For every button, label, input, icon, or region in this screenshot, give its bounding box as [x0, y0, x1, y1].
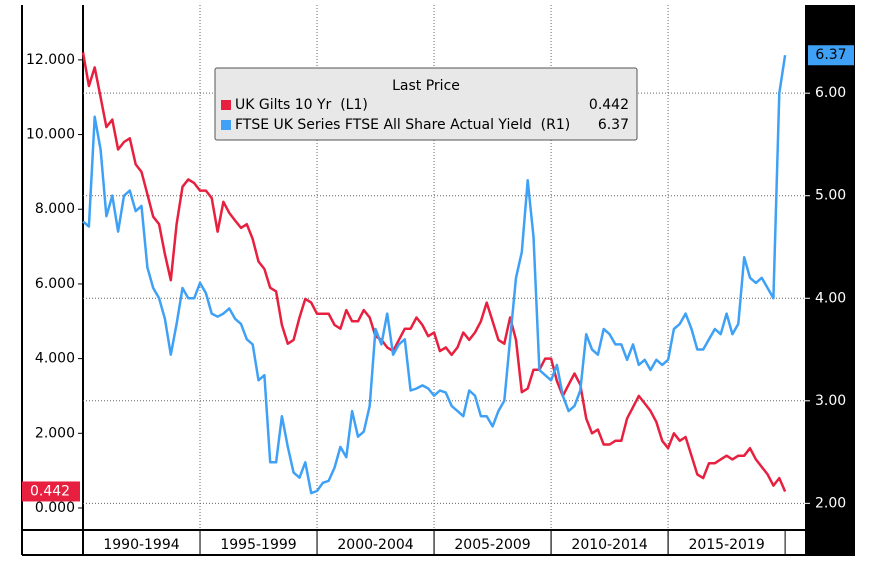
- y2-tick-label: 2.00: [815, 495, 846, 511]
- last-value-badge: [22, 481, 80, 502]
- y-tick-label: 8.000: [35, 201, 75, 217]
- legend-value: 6.37: [598, 117, 629, 133]
- x-period-label: 1990-1994: [103, 537, 179, 553]
- legend-swatch: [221, 120, 231, 130]
- legend-box: [214, 67, 638, 141]
- x-period-label: 2005-2009: [454, 537, 530, 553]
- y2-tick-label: 3.00: [815, 393, 846, 409]
- y-tick-label: 4.000: [35, 351, 75, 367]
- legend-label: FTSE UK Series FTSE All Share Actual Yie…: [235, 117, 570, 133]
- x-period-label: 2015-2019: [688, 537, 764, 553]
- series-line: [82, 55, 787, 495]
- last-value-label: 6.37: [815, 47, 846, 63]
- y-tick-label: 10.000: [26, 127, 75, 143]
- legend: Last Price UK Gilts 10 Yr (L1) 0.442 FTSE U…: [214, 67, 638, 141]
- x-period-label: 1995-1999: [220, 537, 296, 553]
- y-tick-label: 0.000: [35, 500, 75, 516]
- x-period-label: 2010-2014: [571, 537, 647, 553]
- y-tick-label: 6.000: [35, 276, 75, 292]
- legend-value: 0.442: [589, 97, 629, 113]
- legend-title: Last Price: [392, 78, 460, 94]
- series-line: [81, 52, 787, 492]
- y2-tick-label: 4.00: [815, 290, 846, 306]
- y-tick-label: 12.000: [26, 52, 75, 68]
- y2-tick-label: 5.00: [815, 188, 846, 204]
- y-tick-label: 2.000: [35, 425, 75, 441]
- legend-label: UK Gilts 10 Yr (L1): [235, 97, 368, 113]
- x-period-label: 2000-2004: [337, 537, 413, 553]
- last-value-badge: [808, 45, 854, 66]
- right-axis-panel: [805, 5, 855, 555]
- legend-swatch: [221, 100, 231, 110]
- last-value-label: 0.442: [30, 483, 70, 499]
- y2-tick-label: 6.00: [815, 85, 846, 101]
